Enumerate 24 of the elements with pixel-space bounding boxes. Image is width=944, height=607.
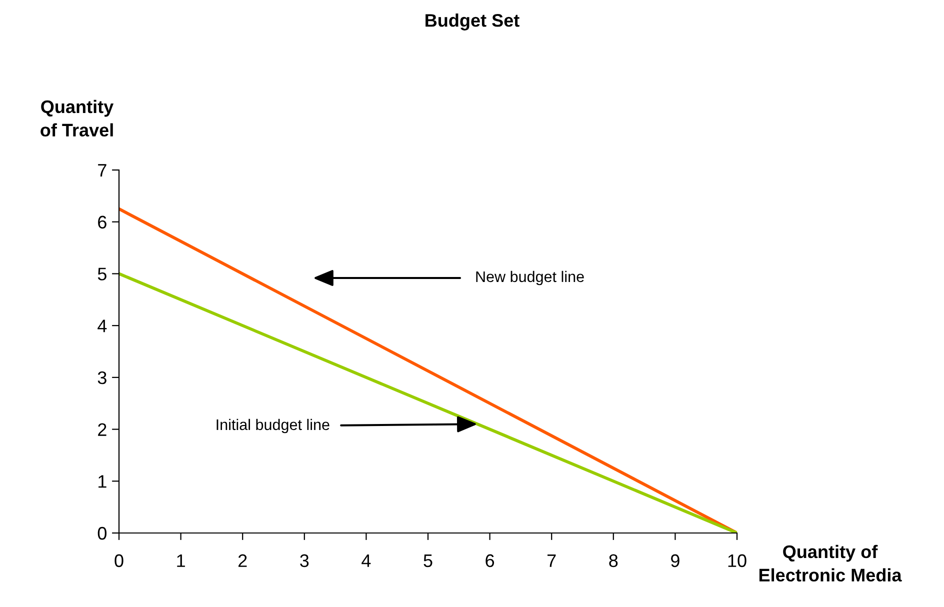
y-axis-title: Quantity of Travel [40, 100, 114, 137]
x-axis-title: Quantity of Electronic Media [759, 544, 902, 582]
y-tick-label: 5 [98, 268, 106, 280]
x-tick-label: 2 [238, 554, 247, 567]
x-tick-label: 0 [114, 554, 124, 568]
annotation: New budget line [476, 270, 584, 286]
y-tick-label: 3 [98, 371, 106, 384]
y-tick-label: 1 [98, 475, 106, 488]
x-tick-label: 5 [424, 554, 432, 568]
annotation: Initial budget line [216, 418, 330, 434]
x-tick-label: 10 [728, 554, 746, 568]
x-tick-label: 3 [300, 554, 309, 568]
chart-title: Budget Set [426, 14, 520, 30]
y-tick-label: 4 [98, 320, 107, 332]
y-tick-label: 0 [98, 526, 106, 540]
y-tick-label: 2 [98, 423, 106, 436]
x-tick-label: 7 [548, 554, 556, 567]
x-tick-label: 1 [177, 554, 185, 567]
x-tick-label: 9 [671, 554, 680, 568]
y-tick-label: 6 [98, 216, 106, 229]
x-tick-label: 6 [486, 554, 494, 568]
y-tick-label: 7 [98, 164, 106, 177]
x-tick-label: 8 [609, 554, 618, 568]
x-tick-label: 4 [362, 554, 371, 567]
